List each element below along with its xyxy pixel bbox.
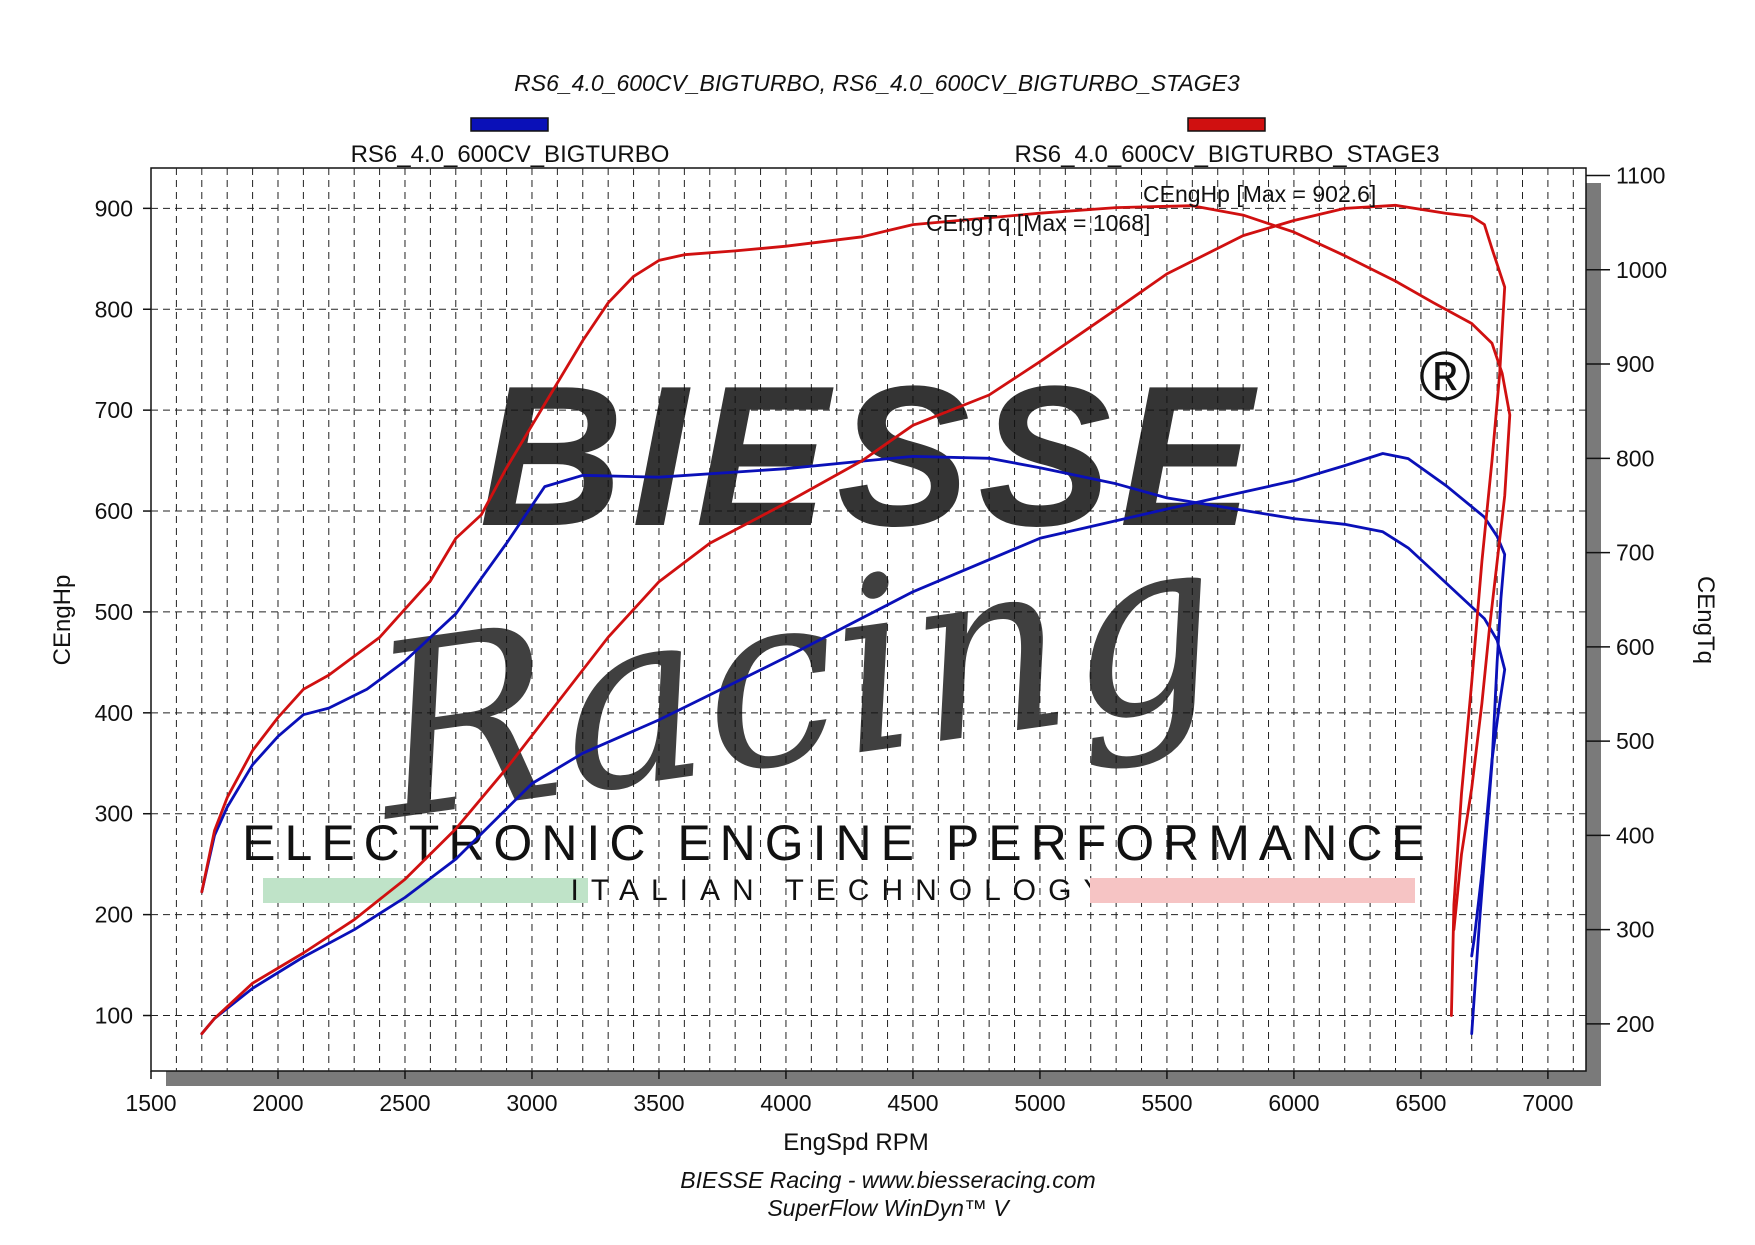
y-left-tick-label: 600 bbox=[95, 498, 133, 524]
watermark-red-bar bbox=[1090, 878, 1415, 903]
y-axis-right-title: CEngTq bbox=[1692, 576, 1719, 664]
watermark-subtag: ITALIAN TECHNOLOGY bbox=[571, 874, 1116, 907]
y-right-tick-label: 1100 bbox=[1616, 163, 1665, 189]
plot-area bbox=[150, 167, 1587, 1072]
y-left-tick-label: 900 bbox=[95, 195, 133, 221]
y-right-tick-label: 200 bbox=[1616, 1011, 1654, 1037]
y-left-tick-label: 800 bbox=[95, 296, 133, 322]
y-right-tick-label: 400 bbox=[1616, 822, 1654, 848]
chart-title: RS6_4.0_600CV_BIGTURBO, RS6_4.0_600CV_BI… bbox=[514, 70, 1240, 96]
legend-label-series-2: RS6_4.0_600CV_BIGTURBO_STAGE3 bbox=[1014, 141, 1439, 168]
x-tick-label: 7000 bbox=[1522, 1090, 1573, 1116]
series-line-stage3-cenghp bbox=[200, 203, 1507, 1036]
grid-lines bbox=[151, 168, 1586, 1071]
legend-swatch-series-2 bbox=[1187, 117, 1266, 132]
y-right-tick-label: 900 bbox=[1616, 351, 1654, 377]
tq-max-label: CEngTq [Max = 1068] bbox=[926, 210, 1150, 236]
y-axis-left-title: CEngHp bbox=[49, 575, 76, 666]
x-tick-label: 6500 bbox=[1395, 1090, 1446, 1116]
footer-line-1: BIESSE Racing - www.biesseracing.com bbox=[680, 1167, 1095, 1193]
y-left-tick-label: 700 bbox=[95, 397, 133, 423]
series-line-bigturbo-cengtq bbox=[200, 455, 1507, 958]
y-right-tick-label: 700 bbox=[1616, 540, 1654, 566]
y-left-tick-label: 300 bbox=[95, 801, 133, 827]
y-left-tick-label: 200 bbox=[95, 902, 133, 928]
x-tick-label: 6000 bbox=[1268, 1090, 1319, 1116]
watermark-tagline: ELECTRONIC ENGINE PERFORMANCE bbox=[242, 815, 1434, 871]
x-tick-label: 2500 bbox=[379, 1090, 430, 1116]
y-right-tick-label: 600 bbox=[1616, 634, 1654, 660]
y-right-tick-label: 1000 bbox=[1616, 257, 1667, 283]
x-tick-label: 4500 bbox=[887, 1090, 938, 1116]
x-tick-label: 3500 bbox=[633, 1090, 684, 1116]
legend-label-series-1: RS6_4.0_600CV_BIGTURBO bbox=[351, 141, 670, 168]
curves bbox=[200, 203, 1512, 1036]
y-right-tick-label: 800 bbox=[1616, 445, 1654, 471]
x-tick-label: 5000 bbox=[1014, 1090, 1065, 1116]
x-tick-label: 1500 bbox=[125, 1090, 176, 1116]
x-tick-label: 2000 bbox=[252, 1090, 303, 1116]
x-tick-label: 4000 bbox=[760, 1090, 811, 1116]
x-tick-label: 5500 bbox=[1141, 1090, 1192, 1116]
series-line-bigturbo-cenghp bbox=[200, 452, 1507, 1036]
x-axis-title: EngSpd RPM bbox=[783, 1129, 928, 1156]
series-line-stage3-cengtq bbox=[200, 204, 1512, 931]
legend-swatch-series-1 bbox=[470, 117, 549, 132]
x-tick-label: 3000 bbox=[506, 1090, 557, 1116]
watermark-registered: ® bbox=[1419, 337, 1471, 415]
y-left-tick-label: 100 bbox=[95, 1003, 133, 1029]
axes: 1500 2000 2500 3000 3500 4000 4500 5000 5500 6000… bbox=[95, 163, 1668, 1116]
y-right-tick-label: 500 bbox=[1616, 728, 1654, 754]
y-right-tick-label: 300 bbox=[1616, 917, 1654, 943]
y-left-tick-label: 500 bbox=[95, 599, 133, 625]
hp-max-label: CEngHp [Max = 902.6] bbox=[1143, 181, 1376, 207]
y-left-tick-label: 400 bbox=[95, 700, 133, 726]
footer-line-2: SuperFlow WinDyn™ V bbox=[767, 1195, 1011, 1221]
